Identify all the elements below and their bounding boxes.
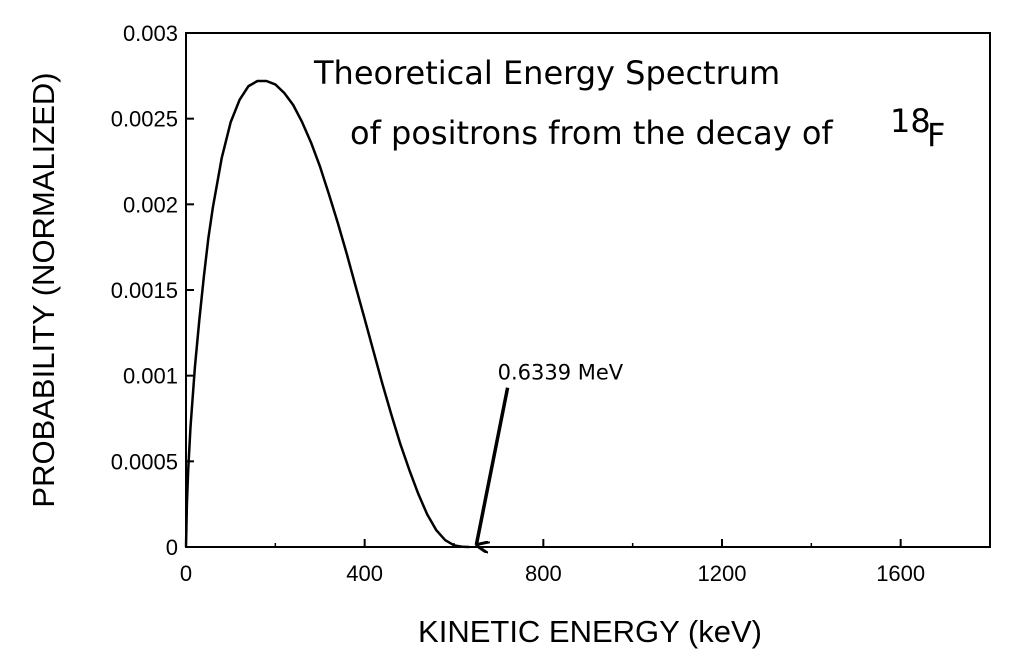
chart-title-line2-text: of positrons from the decay of bbox=[350, 114, 833, 152]
series-layer bbox=[184, 79, 470, 549]
y-tick-label: 0.0025 bbox=[111, 107, 178, 132]
title-element: F bbox=[927, 116, 945, 154]
chart-title-line1: Theoretical Energy Spectrum bbox=[313, 54, 780, 92]
y-tick-label: 0.002 bbox=[123, 192, 178, 217]
y-axis-ticks: 0 0.0005 0.001 0.0015 0.002 0.0025 0.003 bbox=[111, 21, 194, 560]
y-tick-label: 0.0005 bbox=[111, 449, 178, 474]
x-axis-title: KINETIC ENERGY (keV) bbox=[418, 614, 762, 649]
y-tick-label: 0.001 bbox=[123, 364, 178, 389]
annotation-arrow bbox=[476, 387, 510, 545]
series-line-18f-spectrum bbox=[184, 79, 470, 549]
y-tick-label: 0.0015 bbox=[111, 278, 178, 303]
x-tick-label: 0 bbox=[180, 561, 192, 586]
plot-border bbox=[185, 32, 991, 548]
x-tick-label: 1600 bbox=[876, 561, 925, 586]
annotation-layer: 0.6339 MeV bbox=[476, 361, 624, 545]
x-tick-label: 400 bbox=[346, 561, 383, 586]
x-tick-label: 800 bbox=[525, 561, 562, 586]
chart-title-line2: of positrons from the decay of bbox=[350, 114, 833, 152]
plot-frame bbox=[185, 32, 991, 548]
y-axis-title: PROBABILITY (NORMALIZED) bbox=[26, 72, 61, 507]
title-superscript: 18 bbox=[890, 102, 931, 140]
y-tick-label: 0.003 bbox=[123, 21, 178, 46]
annotation-label: 0.6339 MeV bbox=[498, 361, 624, 385]
x-axis-ticks: 0 400 800 1200 1600 bbox=[180, 539, 925, 586]
y-tick-label: 0 bbox=[166, 535, 178, 560]
x-tick-label: 1200 bbox=[698, 561, 747, 586]
